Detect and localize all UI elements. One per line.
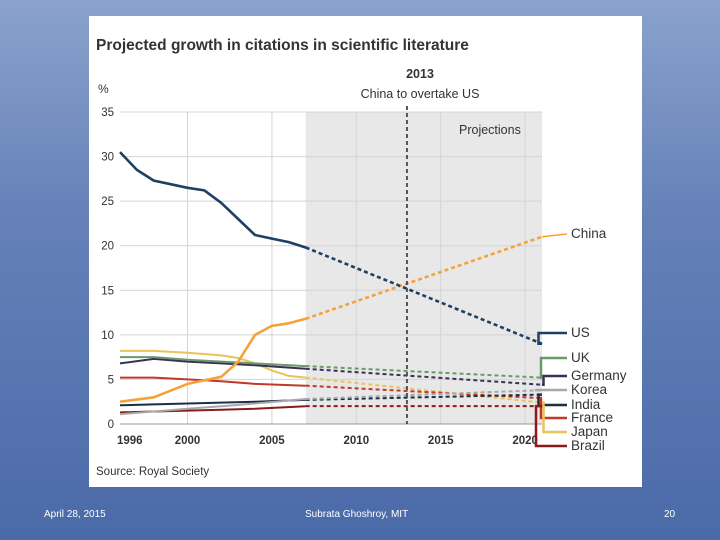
footer-date: April 28, 2015 — [44, 509, 106, 520]
legend-label-korea: Korea — [571, 382, 608, 397]
series-projection-india — [305, 393, 543, 401]
y-axis-unit: % — [98, 82, 109, 96]
annotation-text: China to overtake US — [361, 87, 480, 101]
source-note: Source: Royal Society — [96, 466, 209, 478]
y-tick-label: 5 — [108, 374, 114, 386]
legend-layer: China US UK GermanyKoreaIndiaFranceJapanBra… — [534, 226, 627, 453]
legend-label-us: US — [571, 325, 590, 340]
legend-label-germany: Germany — [571, 368, 627, 383]
x-tick-label: 2010 — [344, 435, 370, 447]
series-line-india — [119, 398, 306, 407]
legend-connector-brazil — [534, 404, 567, 448]
legend-connector-india — [537, 393, 567, 407]
legend-label-brazil: Brazil — [571, 438, 605, 453]
series-line-china — [119, 317, 307, 403]
legend-label-uk: UK — [571, 350, 590, 365]
annotation-year: 2013 — [406, 67, 434, 81]
series-projection-uk — [305, 365, 543, 379]
projection-label: Projections — [459, 123, 521, 137]
x-tick-label: 1996 — [117, 435, 143, 447]
series-projection-japan — [305, 376, 543, 404]
y-tick-label: 30 — [101, 152, 114, 164]
y-tick-label: 20 — [101, 241, 114, 253]
series-layer — [119, 151, 543, 416]
y-tick-label: 25 — [101, 196, 114, 208]
legend-connector-france — [539, 396, 567, 420]
y-tick-label: 0 — [108, 419, 114, 431]
legend-connector-china — [541, 233, 568, 238]
series-line-uk — [120, 356, 306, 368]
series-line-japan — [120, 349, 306, 379]
legend-label-china: China — [571, 226, 607, 241]
legend-label-india: India — [571, 397, 601, 412]
legend-connector-germany — [542, 374, 567, 387]
chart-title: Projected growth in citations in scienti… — [96, 37, 469, 54]
footer-author: Subrata Ghoshroy, MIT — [305, 509, 409, 520]
x-tick-label: 2020 — [512, 435, 538, 447]
projection-band-layer — [305, 112, 542, 424]
footer-page-number: 20 — [664, 509, 676, 520]
chart-card: Projected growth in citations in scienti… — [89, 16, 642, 487]
x-tick-label: 2000 — [175, 435, 201, 447]
y-tick-label: 15 — [101, 285, 114, 297]
legend-label-japan: Japan — [571, 424, 608, 439]
series-line-germany — [119, 357, 306, 370]
series-projection-korea — [305, 389, 543, 401]
series-projection-germany — [305, 367, 543, 386]
x-tick-label: 2015 — [428, 435, 454, 447]
y-tick-label: 35 — [101, 107, 114, 119]
projection-band — [305, 112, 542, 424]
x-tick-label: 2005 — [259, 435, 285, 447]
legend-label-france: France — [571, 410, 613, 425]
legend-connector-japan — [542, 401, 567, 434]
axis-layer: 0 5 10 15 20 25 30 35 1996 2000 2005 2010 2015 2020 — [101, 106, 542, 447]
y-tick-label: 10 — [101, 330, 114, 342]
chart-svg: Projected growth in citations in scienti… — [96, 37, 627, 478]
series-line-us — [119, 151, 307, 249]
legend-connector-uk — [539, 356, 567, 379]
series-line-korea — [119, 398, 306, 416]
series-projection-us — [305, 246, 543, 345]
legend-connector-us — [537, 331, 567, 346]
